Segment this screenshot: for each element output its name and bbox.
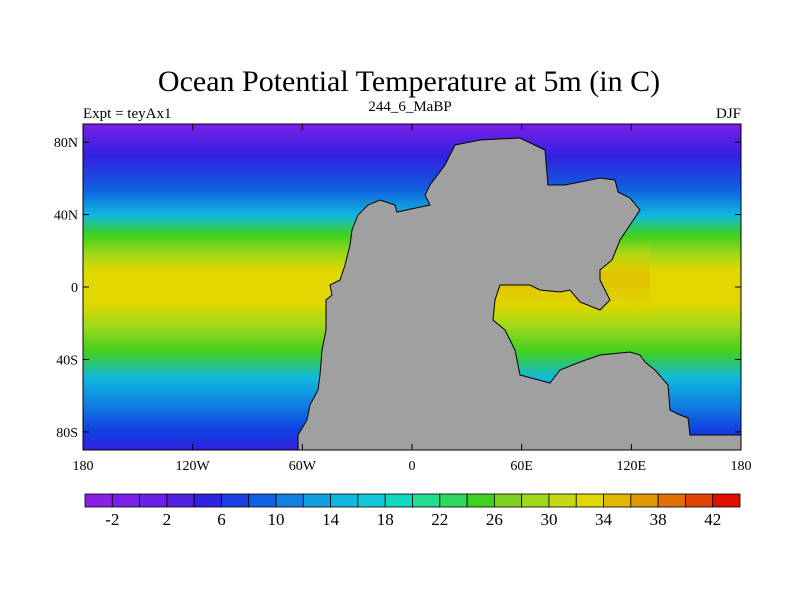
colorbar-swatch — [412, 493, 441, 508]
colorbar-swatch — [439, 493, 468, 508]
colorbar-swatch — [84, 493, 113, 508]
colorbar-swatch — [712, 493, 741, 508]
y-tick-label: 0 — [71, 281, 78, 296]
colorbar-swatch — [248, 493, 277, 508]
colorbar-label: 18 — [377, 510, 394, 529]
colorbar-swatch — [330, 493, 359, 508]
colorbar-swatch — [275, 493, 304, 508]
right-label: DJF — [716, 106, 741, 122]
x-tick-label: 180 — [731, 459, 752, 474]
x-tick-label: 180 — [73, 459, 94, 474]
left-label: Expt = teyAx1 — [83, 106, 171, 122]
colorbar-swatch — [493, 493, 523, 508]
chart-title: Ocean Potential Temperature at 5m (in C) — [158, 65, 660, 98]
colorbar-swatch — [384, 493, 413, 508]
colorbar-swatch — [685, 493, 714, 508]
colorbar-label: 38 — [650, 510, 667, 529]
colorbar-swatch — [657, 493, 686, 508]
colorbar-swatch — [466, 493, 495, 508]
colorbar-swatch — [302, 493, 332, 508]
y-axis: 80N 40N 0 40S 80S — [54, 136, 741, 441]
colorbar-label: 22 — [431, 510, 448, 529]
colorbar-label: 2 — [163, 510, 172, 529]
colorbar-label: 42 — [704, 510, 721, 529]
y-tick-label: 40S — [56, 353, 78, 368]
colorbar-label: 34 — [595, 510, 613, 529]
colorbar-label: -2 — [105, 510, 119, 529]
x-axis: 180 120W 60W 0 60E 120E 180 — [73, 124, 752, 474]
colorbar-label: 10 — [268, 510, 285, 529]
colorbar-swatch — [603, 493, 632, 508]
colorbar-swatch — [575, 493, 604, 508]
y-tick-label: 40N — [54, 209, 78, 224]
colorbar — [84, 493, 741, 508]
colorbar-swatch — [111, 493, 140, 508]
colorbar-swatch — [139, 493, 168, 508]
x-tick-label: 60E — [510, 459, 533, 474]
land-mass-americas — [297, 137, 742, 451]
x-tick-label: 120E — [617, 459, 647, 474]
colorbar-swatch — [166, 493, 195, 508]
x-tick-label: 0 — [409, 459, 416, 474]
colorbar-swatch — [193, 493, 222, 508]
colorbar-label: 30 — [540, 510, 557, 529]
colorbar-swatch — [221, 493, 250, 508]
colorbar-swatch — [548, 493, 577, 508]
x-tick-label: 120W — [176, 459, 211, 474]
colorbar-label: 14 — [322, 510, 340, 529]
plot-area — [82, 123, 742, 451]
colorbar-label: 6 — [217, 510, 226, 529]
y-tick-label: 80S — [56, 426, 78, 441]
y-tick-label: 80N — [54, 136, 78, 151]
x-tick-label: 60W — [289, 459, 317, 474]
colorbar-swatch — [521, 493, 550, 508]
colorbar-labels: -2 2 6 10 14 18 22 26 30 34 38 42 — [105, 510, 721, 529]
colorbar-swatch — [630, 493, 659, 508]
colorbar-label: 26 — [486, 510, 503, 529]
center-label: 244_6_MaBP — [368, 99, 451, 115]
colorbar-swatch — [357, 493, 386, 508]
